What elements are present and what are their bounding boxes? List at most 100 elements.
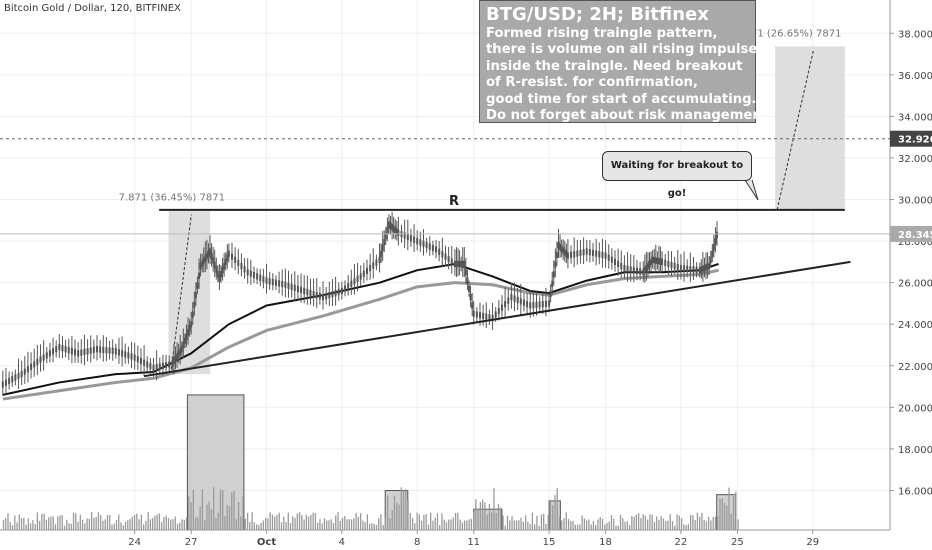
volume-bar — [267, 518, 269, 530]
price-candle-body — [105, 347, 108, 354]
price-tick-label: 24.000 — [898, 320, 932, 331]
price-candle-body — [538, 301, 541, 308]
price-candle-body — [33, 361, 36, 368]
volume-bar — [172, 519, 174, 530]
price-candle-body — [654, 257, 657, 264]
volume-bar — [298, 512, 301, 530]
price-candle-body — [387, 221, 390, 228]
price-candle-body — [708, 262, 711, 270]
volume-bar — [509, 520, 511, 530]
volume-bar — [735, 491, 737, 530]
volume-bar — [635, 514, 638, 530]
volume-bar — [703, 519, 705, 530]
volume-bar — [649, 514, 651, 530]
volume-bar — [671, 521, 674, 530]
price-candle-body — [659, 258, 662, 265]
price-candle-body — [340, 287, 343, 295]
price-candle-body — [127, 352, 130, 359]
price-candle-body — [557, 242, 560, 249]
volume-bar — [558, 516, 561, 530]
price-candle-body — [356, 275, 359, 282]
price-candle-body — [468, 285, 471, 293]
price-candle-body — [643, 267, 646, 274]
volume-bar — [656, 516, 658, 530]
price-candle-body — [529, 302, 532, 309]
price-candle-body — [96, 346, 99, 353]
volume-bar — [536, 515, 538, 530]
volume-bar — [687, 524, 690, 530]
volume-bar — [95, 517, 97, 530]
price-candle-body — [359, 273, 362, 280]
price-tick-label: 18.000 — [898, 445, 932, 456]
volume-bar — [642, 514, 644, 530]
price-candle-body — [406, 233, 409, 241]
volume-bar — [506, 515, 509, 530]
price-candle-body — [196, 282, 199, 289]
price-candle-body — [4, 379, 7, 386]
volume-bar — [518, 520, 520, 530]
price-candle-body — [565, 250, 568, 258]
volume-bar — [115, 520, 118, 530]
volume-bar — [500, 507, 502, 530]
price-candle-body — [646, 262, 649, 270]
volume-bar — [524, 515, 527, 530]
breakout-callout: Waiting for breakout to go! — [602, 151, 752, 199]
price-candle-body — [692, 266, 695, 273]
volume-bar — [106, 515, 109, 530]
volume-bar — [240, 516, 242, 530]
volume-bar — [378, 518, 380, 530]
price-candle-body — [303, 287, 306, 295]
volume-bar — [561, 520, 563, 530]
volume-bar — [237, 501, 240, 530]
volume-bar — [570, 520, 572, 530]
volume-bar — [296, 513, 298, 530]
volume-bar — [407, 499, 409, 530]
volume-bar — [16, 522, 18, 530]
volume-bar — [565, 512, 567, 530]
price-candle-body — [617, 260, 620, 268]
volume-bar — [418, 514, 421, 530]
price-candle-body — [554, 261, 557, 268]
volume-bar — [595, 524, 597, 530]
price-candle-body — [216, 270, 219, 278]
volume-bar — [430, 512, 432, 530]
volume-bar — [359, 513, 362, 530]
volume-bar — [84, 523, 86, 530]
price-candle-body — [455, 260, 458, 268]
price-candle-body — [58, 343, 61, 351]
price-marker-value: 28.345 — [898, 230, 932, 241]
time-tick-label: 25 — [731, 537, 744, 548]
volume-bar — [154, 515, 156, 530]
price-candle-body — [227, 250, 230, 257]
price-candle-body — [461, 260, 464, 268]
price-candle-body — [391, 224, 394, 231]
price-candle-body — [683, 265, 686, 272]
price-candle-body — [176, 353, 179, 360]
analysis-note: BTG/USD; 2H; Bitfinex Formed rising trai… — [479, 0, 774, 123]
price-candle-body — [686, 265, 689, 272]
price-candle-body — [223, 262, 226, 270]
volume-bar — [662, 518, 665, 530]
price-candle-body — [64, 346, 67, 353]
time-tick-label: 15 — [543, 537, 556, 548]
volume-bar — [425, 514, 427, 530]
price-axis-bg — [890, 0, 932, 550]
price-candle-body — [679, 265, 682, 272]
price-candle-body — [422, 240, 425, 247]
volume-bar — [680, 518, 683, 530]
volume-bar — [610, 515, 613, 530]
volume-bar — [163, 517, 165, 530]
price-candle-body — [185, 333, 188, 340]
price-candle-body — [645, 265, 648, 272]
price-candle-body — [632, 267, 635, 274]
volume-bar — [653, 521, 656, 530]
price-candle-body — [318, 293, 321, 300]
price-candle-body — [369, 265, 372, 272]
price-candle-body — [409, 235, 412, 242]
volume-bar — [439, 525, 441, 530]
volume-bar — [371, 523, 373, 530]
price-candle-body — [89, 347, 92, 354]
price-tick-label: 34.000 — [898, 112, 932, 123]
price-candle-body — [328, 292, 331, 299]
price-candle-body — [375, 259, 378, 266]
